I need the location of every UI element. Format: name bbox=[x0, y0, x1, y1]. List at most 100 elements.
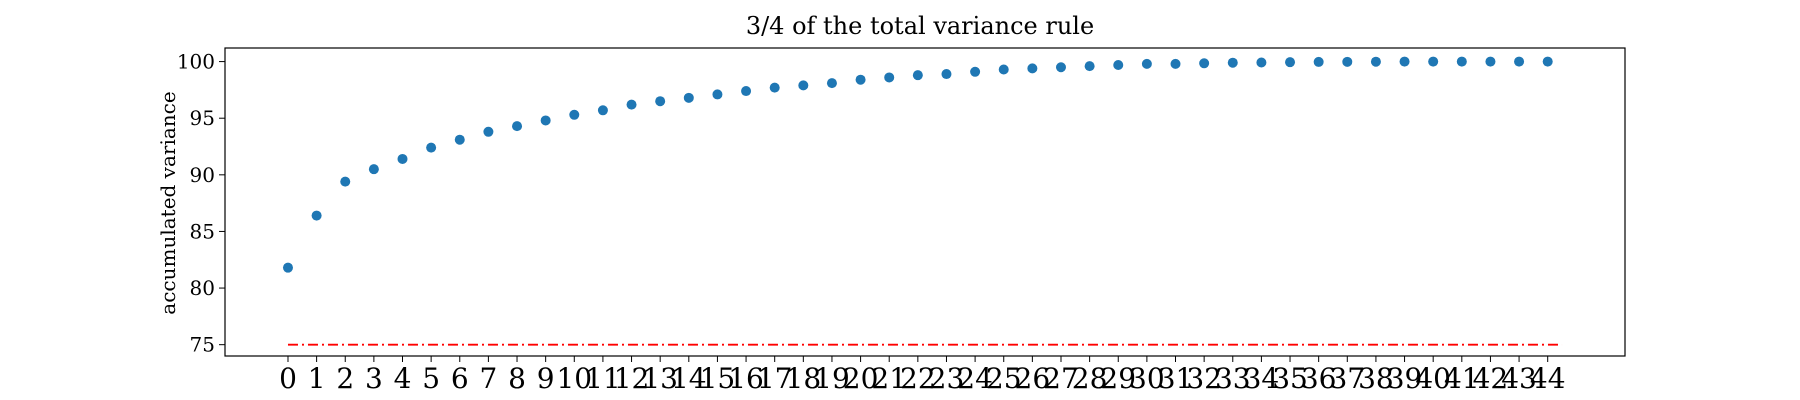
x-tick-label: 28 bbox=[1072, 362, 1108, 395]
data-point bbox=[826, 78, 837, 89]
x-tick-label: 33 bbox=[1215, 362, 1251, 395]
x-tick-label: 14 bbox=[671, 362, 707, 395]
y-tick-label: 95 bbox=[190, 106, 215, 130]
data-point bbox=[1428, 56, 1439, 67]
x-tick-label: 30 bbox=[1129, 362, 1165, 395]
x-tick-label: 2 bbox=[336, 362, 354, 395]
x-tick-label: 22 bbox=[900, 362, 936, 395]
data-point bbox=[1456, 56, 1467, 67]
data-point bbox=[970, 66, 981, 77]
data-point bbox=[1256, 57, 1267, 68]
x-tick-label: 16 bbox=[728, 362, 764, 395]
y-tick-label: 85 bbox=[190, 219, 215, 243]
data-point bbox=[1399, 56, 1410, 67]
x-tick-label: 32 bbox=[1186, 362, 1222, 395]
y-axis-label: accumulated variance bbox=[156, 91, 180, 314]
data-point bbox=[998, 64, 1009, 75]
x-tick-label: 41 bbox=[1444, 362, 1480, 395]
data-point bbox=[1342, 56, 1353, 67]
x-tick-label: 11 bbox=[585, 362, 621, 395]
x-tick-label: 39 bbox=[1387, 362, 1423, 395]
data-point bbox=[569, 109, 580, 120]
x-tick-label: 3 bbox=[365, 362, 383, 395]
x-tick-label: 19 bbox=[814, 362, 850, 395]
x-tick-label: 15 bbox=[700, 362, 736, 395]
scatter-points bbox=[282, 56, 1553, 273]
x-tick-label: 35 bbox=[1272, 362, 1308, 395]
x-tick-label: 7 bbox=[479, 362, 497, 395]
x-tick-label: 10 bbox=[556, 362, 592, 395]
data-point bbox=[1141, 58, 1152, 69]
x-tick-label: 5 bbox=[422, 362, 440, 395]
y-axis: 75 80 85 90 95 100 bbox=[177, 50, 225, 357]
x-tick-label: 17 bbox=[757, 362, 793, 395]
x-tick-label: 36 bbox=[1301, 362, 1337, 395]
x-tick-label: 12 bbox=[614, 362, 650, 395]
x-tick-label: 18 bbox=[786, 362, 822, 395]
data-point bbox=[884, 72, 895, 83]
x-tick-label: 8 bbox=[508, 362, 526, 395]
x-axis: 0 1 2 3 4 5 6 7 8 9 101112131415161718192021222324… bbox=[279, 356, 1566, 395]
data-point bbox=[798, 80, 809, 91]
x-tick-label: 26 bbox=[1015, 362, 1051, 395]
data-point bbox=[855, 74, 866, 85]
data-point bbox=[368, 164, 379, 175]
y-tick-label: 100 bbox=[177, 50, 215, 74]
data-point bbox=[1113, 59, 1124, 70]
data-point bbox=[712, 89, 723, 100]
x-tick-label: 37 bbox=[1329, 362, 1365, 395]
chart-title: 3/4 of the total variance rule bbox=[746, 12, 1094, 40]
x-tick-label: 23 bbox=[929, 362, 965, 395]
y-tick-label: 80 bbox=[190, 276, 215, 300]
data-point bbox=[741, 86, 752, 97]
data-point bbox=[597, 105, 608, 116]
data-point bbox=[1542, 56, 1553, 67]
data-point bbox=[1199, 58, 1210, 69]
data-point bbox=[512, 121, 523, 132]
x-tick-label: 20 bbox=[843, 362, 879, 395]
x-tick-label: 24 bbox=[957, 362, 993, 395]
data-point bbox=[1027, 63, 1038, 74]
data-point bbox=[540, 115, 551, 126]
x-tick-label: 44 bbox=[1530, 362, 1566, 395]
x-tick-label: 13 bbox=[642, 362, 678, 395]
x-tick-label: 4 bbox=[394, 362, 412, 395]
x-tick-label: 0 bbox=[279, 362, 297, 395]
data-point bbox=[1170, 58, 1181, 69]
x-tick-label: 34 bbox=[1244, 362, 1280, 395]
x-tick-label: 21 bbox=[871, 362, 907, 395]
data-point bbox=[397, 153, 408, 164]
data-point bbox=[1227, 57, 1238, 68]
data-point bbox=[1313, 56, 1324, 67]
data-point bbox=[769, 82, 780, 93]
data-point bbox=[626, 99, 637, 110]
x-tick-label: 38 bbox=[1358, 362, 1394, 395]
x-tick-label: 29 bbox=[1100, 362, 1136, 395]
data-point bbox=[1084, 61, 1095, 72]
data-point bbox=[683, 92, 694, 103]
x-tick-label: 1 bbox=[308, 362, 326, 395]
data-point bbox=[655, 96, 666, 107]
x-tick-label: 25 bbox=[986, 362, 1022, 395]
x-tick-label: 43 bbox=[1501, 362, 1537, 395]
y-tick-label: 75 bbox=[190, 333, 215, 357]
data-point bbox=[311, 210, 322, 221]
data-point bbox=[483, 126, 494, 137]
x-tick-label: 42 bbox=[1473, 362, 1509, 395]
data-point bbox=[340, 176, 351, 187]
data-point bbox=[912, 70, 923, 81]
data-point bbox=[1514, 56, 1525, 67]
data-point bbox=[282, 262, 293, 273]
data-point bbox=[1370, 56, 1381, 67]
data-point bbox=[426, 142, 437, 153]
x-tick-label: 9 bbox=[537, 362, 555, 395]
x-tick-label: 6 bbox=[451, 362, 469, 395]
data-point bbox=[941, 69, 952, 80]
data-point bbox=[1285, 57, 1296, 68]
data-point bbox=[1055, 62, 1066, 73]
x-tick-label: 40 bbox=[1415, 362, 1451, 395]
y-tick-label: 90 bbox=[190, 163, 215, 187]
x-tick-label: 31 bbox=[1158, 362, 1194, 395]
x-tick-label: 27 bbox=[1043, 362, 1079, 395]
